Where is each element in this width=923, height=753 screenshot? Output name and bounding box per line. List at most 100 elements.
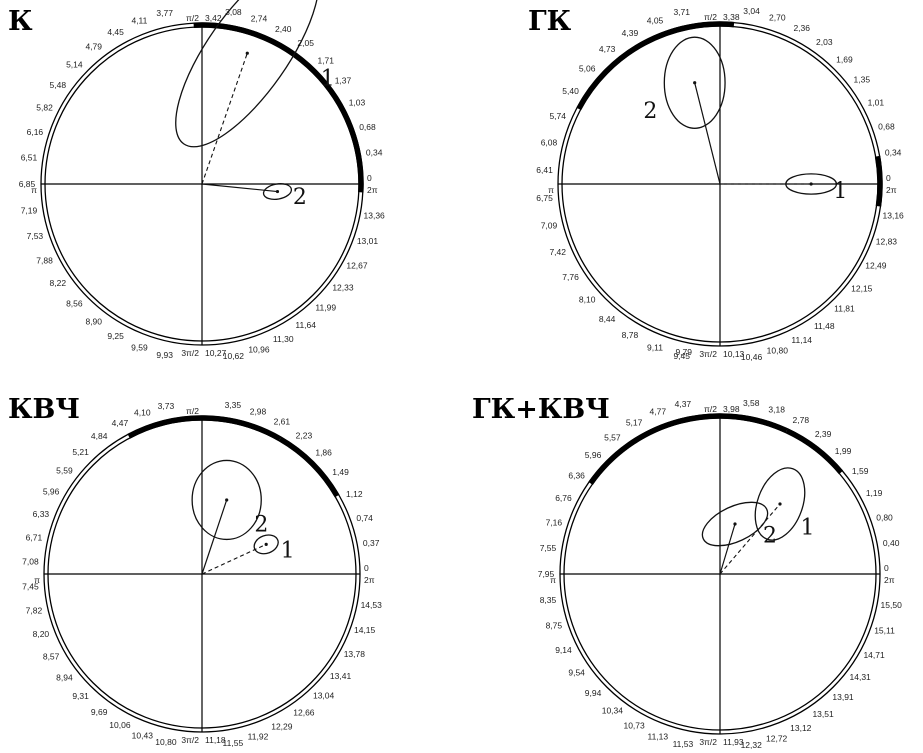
tick-label-right: 1,49	[332, 467, 349, 477]
vector-tip-2	[693, 81, 697, 85]
label-top-value: 3,38	[723, 12, 740, 22]
tick-label-left: 4,84	[91, 431, 108, 441]
tick-label-right: 11,55	[223, 738, 244, 748]
tick-label-right: 11,81	[834, 303, 855, 313]
vector-tip-1	[264, 542, 268, 546]
tick-label-left: 6,51	[21, 153, 38, 163]
tick-label-left: 5,96	[585, 450, 602, 460]
tick-label-left: 3,71	[673, 7, 690, 17]
tick-label-left: 9,25	[107, 331, 124, 341]
confidence-ellipse-1	[175, 0, 320, 148]
tick-label-left: 4,77	[650, 406, 667, 416]
tick-label-left: 10,34	[602, 706, 624, 716]
vector-tip-2	[275, 189, 280, 194]
tick-label-left: 7,09	[541, 221, 558, 231]
tick-label-right: 13,51	[812, 709, 834, 719]
label-3pi-half: 3π/2	[699, 349, 717, 359]
curve-label-2: 2	[293, 185, 307, 210]
curve-label-1: 1	[833, 179, 847, 204]
highlight-arc-1	[874, 155, 883, 207]
tick-label-right: 13,78	[344, 649, 366, 659]
tick-label-left: 6,85	[19, 179, 36, 189]
label-bottom-value: 10,13	[723, 349, 745, 359]
label-bottom-left-value: 9,79	[675, 347, 692, 357]
tick-label-right: 13,04	[313, 691, 335, 701]
tick-label-right: 12,33	[332, 283, 354, 293]
tick-label-left: 4,47	[112, 418, 129, 428]
vector-1	[201, 53, 248, 185]
tick-label-left: 6,41	[536, 165, 553, 175]
tick-label-right: 3,18	[768, 404, 785, 414]
tick-label-right: 14,15	[354, 625, 376, 635]
tick-label-left: 7,88	[36, 255, 53, 265]
vector-tip-1	[809, 182, 813, 186]
tick-label-left: 9,54	[568, 668, 585, 678]
confidence-ellipse-1	[754, 467, 806, 541]
tick-label-right: 1,37	[335, 75, 352, 85]
label-top-value: 3,42	[205, 13, 222, 23]
tick-label-left: 10,80	[155, 737, 177, 747]
tick-label-left: 8,57	[43, 652, 60, 662]
tick-label-right: 1,03	[349, 98, 366, 108]
label-pi-half: π/2	[186, 13, 199, 23]
tick-label-right: 13,12	[790, 723, 812, 733]
tick-label-left: 8,56	[66, 299, 83, 309]
tick-label-right: 1,69	[836, 55, 853, 65]
tick-label-right: 0,34	[366, 148, 383, 158]
confidence-ellipse-2	[191, 459, 262, 541]
tick-label-left: 4,10	[134, 408, 151, 418]
tick-label-right: 2,70	[769, 13, 786, 23]
tick-label-left: 5,06	[579, 64, 596, 74]
highlight-arc-2	[576, 21, 735, 111]
tick-label-left: 6,36	[568, 470, 585, 480]
tick-label-left: 5,14	[66, 59, 83, 69]
tick-label-left: 5,57	[604, 432, 621, 442]
curve-label-1: 1	[281, 539, 295, 564]
tick-label-left: 4,79	[85, 41, 102, 51]
vector-tip-2	[733, 522, 737, 526]
tick-label-right: 12,15	[851, 283, 873, 293]
tick-label-right: 14,53	[361, 600, 383, 610]
label-pi: π	[34, 575, 40, 585]
tick-label-left: 5,17	[626, 418, 643, 428]
tick-label-left: 7,19	[21, 205, 38, 215]
highlight-arc-2	[588, 413, 788, 485]
tick-label-left: 9,11	[647, 343, 663, 353]
tick-label-left: 8,44	[599, 314, 616, 324]
tick-label-right: 0,74	[356, 513, 373, 523]
tick-label-right: 13,41	[330, 671, 352, 681]
panel-title: ГК	[528, 6, 572, 37]
label-3pi-half: 3π/2	[699, 737, 717, 747]
tick-label-right: 0,40	[883, 538, 900, 548]
label-top-value: 3,98	[723, 404, 740, 414]
panel-title: ГК+КВЧ	[472, 394, 610, 425]
tick-label-left: 7,53	[27, 231, 44, 241]
label-bottom-value: 11,93	[723, 737, 744, 747]
label-2pi: 2π	[364, 575, 375, 585]
tick-label-right: 2,98	[250, 406, 267, 416]
tick-label-right: 13,01	[357, 236, 379, 246]
tick-label-right: 14,71	[863, 650, 885, 660]
label-2pi: 2π	[367, 185, 378, 195]
label-zero: 0	[367, 173, 372, 183]
label-2pi: 2π	[884, 575, 895, 585]
tick-label-left: 9,93	[156, 350, 173, 360]
tick-label-left: 5,40	[562, 86, 579, 96]
vector-2	[694, 82, 721, 185]
curve-label-2: 2	[763, 524, 777, 549]
curve-label-1: 1	[801, 516, 815, 541]
tick-label-right: 1,35	[854, 75, 871, 85]
tick-label-left: 5,96	[43, 486, 60, 496]
tick-label-right: 2,40	[275, 24, 292, 34]
tick-label-right: 15,11	[874, 626, 895, 636]
tick-label-right: 2,03	[816, 37, 833, 47]
panel-gk: ГК 3,71 4,05 4,39 4,735,06 5,40 5,74 6,08 6,41 6,…	[528, 6, 904, 362]
tick-label-left: 10,73	[623, 720, 645, 730]
tick-label-left: 3,77	[156, 8, 173, 18]
label-3pi-half: 3π/2	[181, 735, 199, 745]
vector-tip-2	[225, 498, 229, 502]
tick-label-left: 10,43	[132, 730, 154, 740]
panel-k: К 3,77 4,11 4,45 4,795,14 5,48 5,82 6,16 6,51 6,8…	[8, 0, 385, 361]
curve-label-2: 2	[254, 513, 268, 538]
tick-label-right: 3,04	[743, 6, 760, 16]
